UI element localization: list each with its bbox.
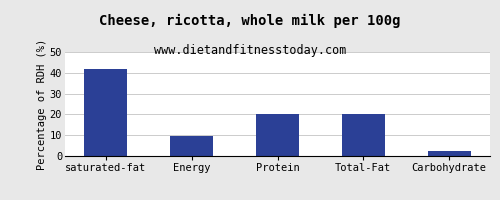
Y-axis label: Percentage of RDH (%): Percentage of RDH (%) [37, 38, 47, 170]
Text: Cheese, ricotta, whole milk per 100g: Cheese, ricotta, whole milk per 100g [99, 14, 401, 28]
Text: www.dietandfitnesstoday.com: www.dietandfitnesstoday.com [154, 44, 346, 57]
Bar [342, 114, 385, 156]
Bar [428, 151, 470, 156]
Bar [84, 69, 127, 156]
Bar [256, 114, 299, 156]
Bar [170, 136, 213, 156]
